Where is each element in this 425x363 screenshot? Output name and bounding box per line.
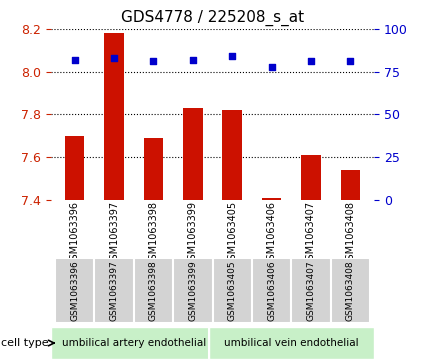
FancyBboxPatch shape <box>212 258 252 323</box>
Text: GSM1063399: GSM1063399 <box>188 260 197 321</box>
Bar <box>301 155 321 200</box>
FancyBboxPatch shape <box>331 258 370 323</box>
Bar <box>222 110 242 200</box>
Text: GSM1063405: GSM1063405 <box>228 260 237 321</box>
Text: GSM1063396: GSM1063396 <box>70 260 79 321</box>
FancyBboxPatch shape <box>134 258 173 323</box>
FancyBboxPatch shape <box>51 327 209 359</box>
Bar <box>183 108 203 200</box>
Bar <box>104 33 124 200</box>
FancyBboxPatch shape <box>94 258 134 323</box>
Text: GSM1063406: GSM1063406 <box>267 260 276 321</box>
Point <box>268 64 275 69</box>
Point <box>150 58 157 64</box>
Text: GSM1063407: GSM1063407 <box>306 260 315 321</box>
Point <box>229 53 235 59</box>
Text: GSM1063408: GSM1063408 <box>346 260 355 321</box>
Bar <box>262 197 281 200</box>
Title: GDS4778 / 225208_s_at: GDS4778 / 225208_s_at <box>121 10 304 26</box>
Text: umbilical artery endothelial: umbilical artery endothelial <box>62 338 206 348</box>
FancyBboxPatch shape <box>55 258 94 323</box>
Text: GSM1063398: GSM1063398 <box>149 260 158 321</box>
FancyBboxPatch shape <box>252 258 291 323</box>
Bar <box>340 170 360 200</box>
Point <box>71 57 78 63</box>
FancyBboxPatch shape <box>173 258 212 323</box>
Text: cell type: cell type <box>1 338 48 348</box>
Bar <box>144 138 163 200</box>
FancyBboxPatch shape <box>291 258 331 323</box>
Point <box>110 55 117 61</box>
Point <box>190 57 196 63</box>
Point <box>347 58 354 64</box>
FancyBboxPatch shape <box>209 327 374 359</box>
Point <box>308 58 314 64</box>
Bar <box>65 136 85 200</box>
Text: GSM1063397: GSM1063397 <box>110 260 119 321</box>
Text: umbilical vein endothelial: umbilical vein endothelial <box>224 338 359 348</box>
